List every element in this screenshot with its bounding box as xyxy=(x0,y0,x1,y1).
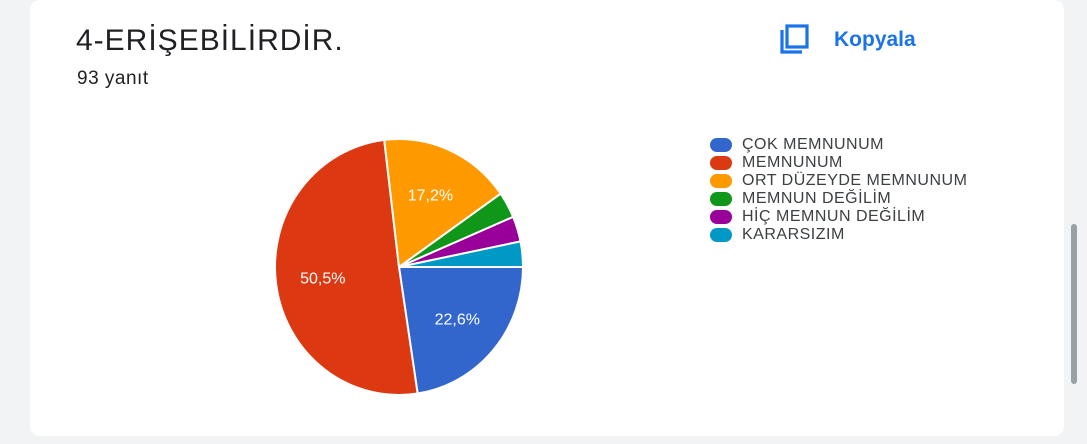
legend-label: HİÇ MEMNUN DEĞİLİM xyxy=(742,208,926,225)
chart-legend: ÇOK MEMNUNUM MEMNUNUM ORT DÜZEYDE MEMNUNUM… xyxy=(710,136,1010,244)
legend-label: KARARSIZIM xyxy=(742,226,845,243)
legend-swatch xyxy=(710,156,732,170)
legend-swatch xyxy=(710,192,732,206)
pie-slice-5[interactable] xyxy=(398,240,525,268)
legend-label: ÇOK MEMNUNUM xyxy=(742,136,884,153)
legend-label: MEMNUN DEĞİLİM xyxy=(742,190,892,207)
response-count: 93 yanıt xyxy=(77,68,149,89)
legend-swatch xyxy=(710,174,732,188)
legend-swatch xyxy=(710,210,732,224)
pie-slice-2[interactable] xyxy=(383,138,503,269)
legend-item: HİÇ MEMNUN DEĞİLİM xyxy=(710,208,1010,226)
slice-percent-label: 50,5% xyxy=(300,271,345,288)
legend-item: KARARSIZIM xyxy=(710,226,1010,244)
legend-item: ORT DÜZEYDE MEMNUNUM xyxy=(710,172,1010,190)
legend-label: ORT DÜZEYDE MEMNUNUM xyxy=(742,172,968,189)
copy-label: Kopyala xyxy=(834,28,916,51)
summary-card: 4-ERİŞEBİLİRDİR. 93 yanıt Kopyala 22,6% 5… xyxy=(30,0,1064,436)
pie-chart: 22,6% 50,5% 17,2% xyxy=(273,138,525,396)
copy-icon xyxy=(780,24,809,54)
legend-item: MEMNUN DEĞİLİM xyxy=(710,190,1010,208)
legend-swatch xyxy=(710,138,732,152)
slice-percent-label: 22,6% xyxy=(435,312,480,329)
question-title: 4-ERİŞEBİLİRDİR. xyxy=(76,24,344,57)
legend-item: ÇOK MEMNUNUM xyxy=(710,136,1010,154)
copy-button[interactable]: Kopyala xyxy=(778,20,916,60)
slice-percent-label: 17,2% xyxy=(408,188,453,205)
pie-slice-1[interactable] xyxy=(273,138,419,396)
legend-label: MEMNUNUM xyxy=(742,154,843,171)
pie-slice-0[interactable] xyxy=(397,266,525,395)
legend-item: MEMNUNUM xyxy=(710,154,1010,172)
scrollbar[interactable] xyxy=(1071,224,1077,384)
legend-swatch xyxy=(710,228,732,242)
